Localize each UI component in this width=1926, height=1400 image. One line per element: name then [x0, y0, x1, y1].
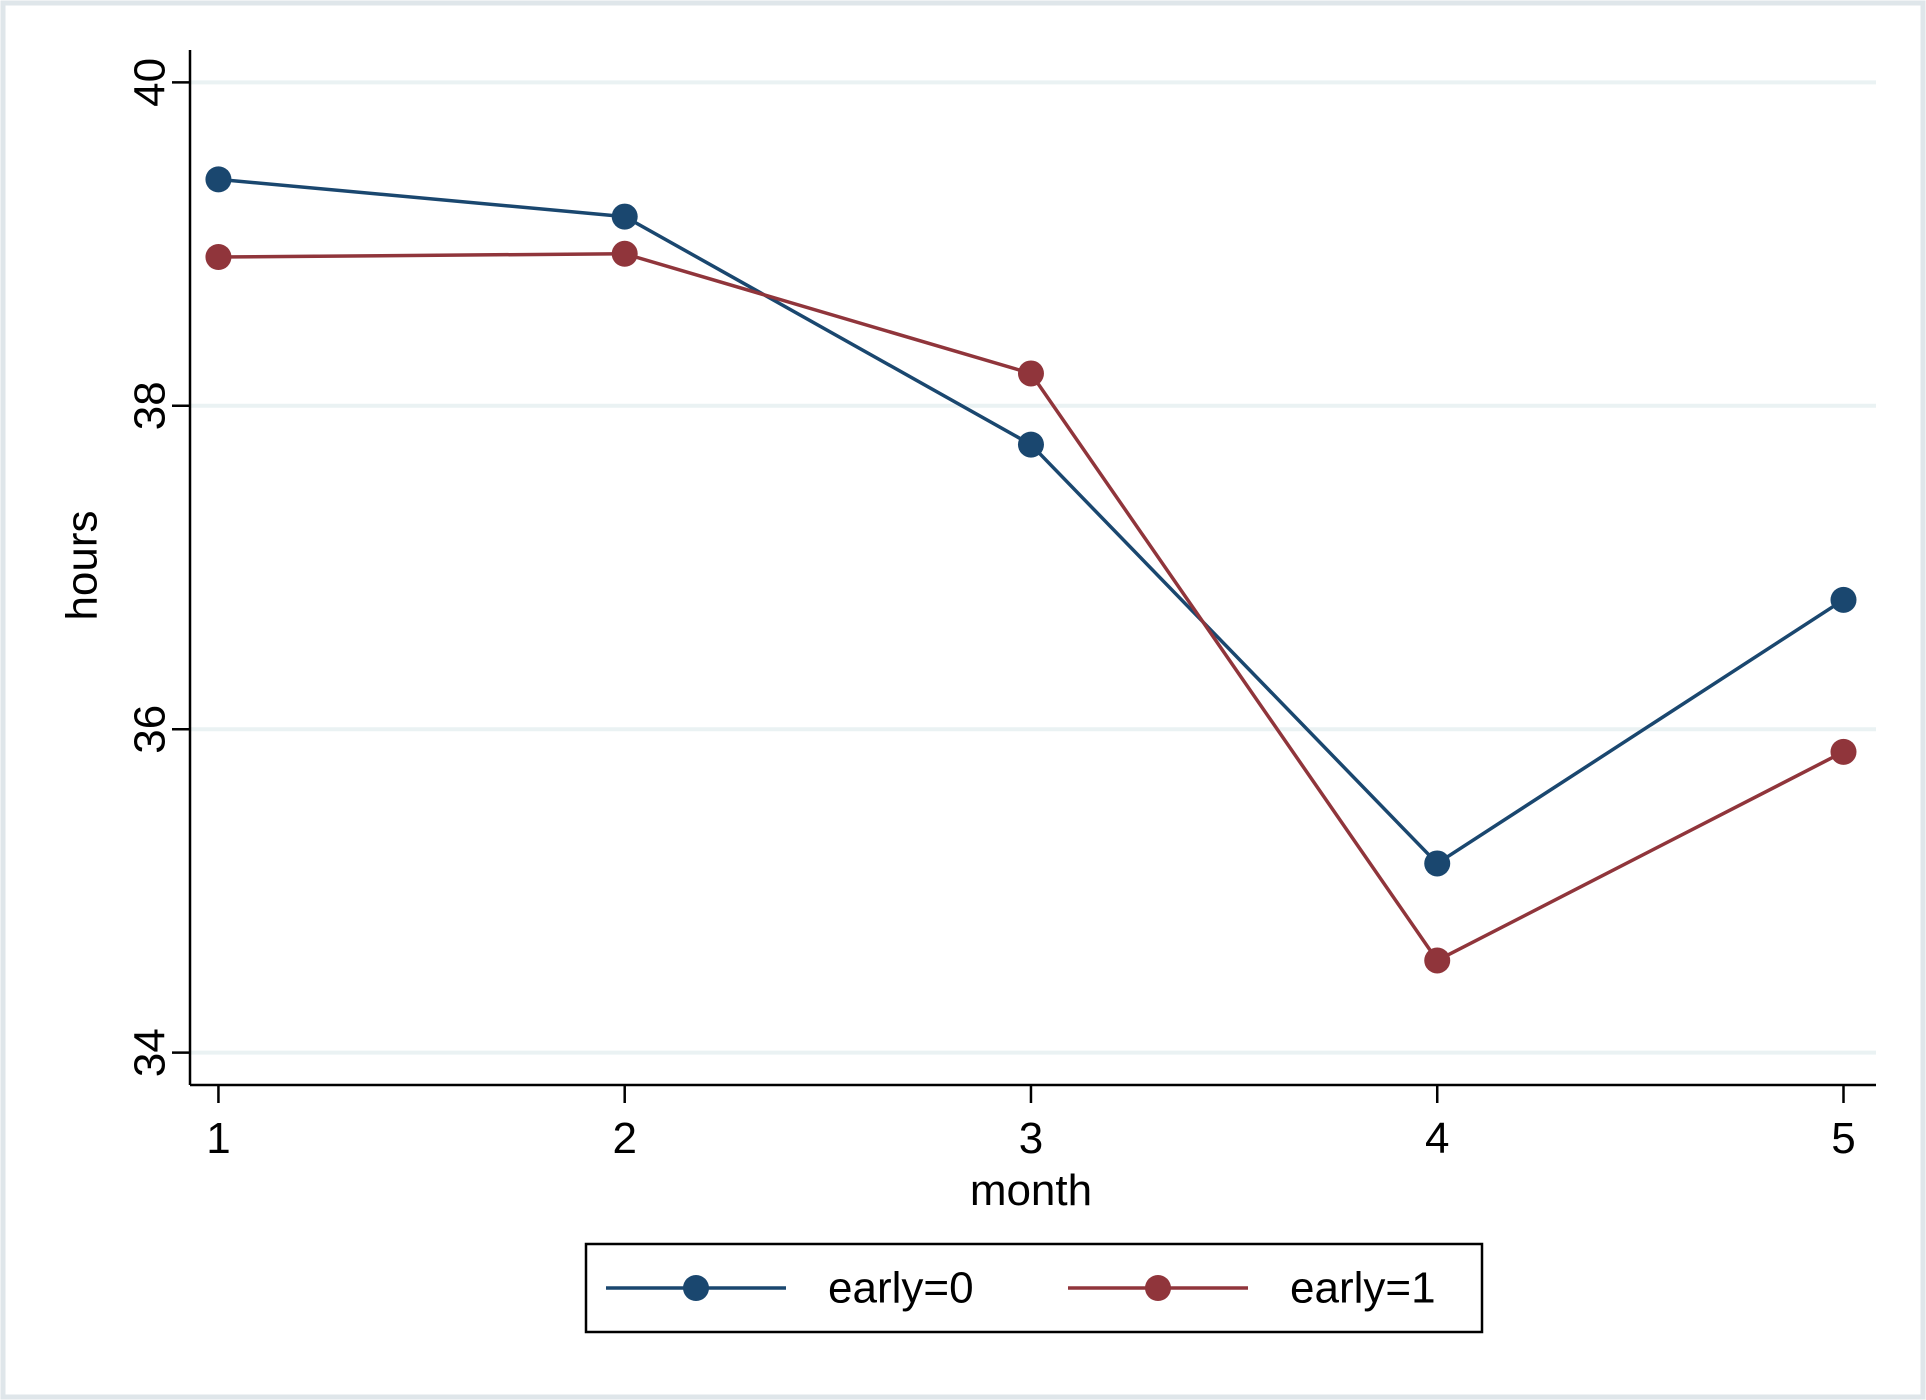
data-point: [1424, 947, 1451, 974]
data-point: [205, 244, 232, 270]
series-early=0: [205, 166, 1857, 877]
data-point: [611, 203, 638, 230]
x-tick-label: 2: [612, 1114, 636, 1163]
data-point: [1830, 738, 1857, 765]
series-layer: [205, 166, 1857, 974]
gridlines: [190, 80, 1876, 1055]
x-axis-ticks: 1 2 3 4 5: [206, 1085, 1856, 1163]
axes: [188, 50, 1876, 1087]
data-point: [1424, 850, 1451, 877]
legend-swatch-marker: [1145, 1275, 1171, 1301]
y-tick-label: 34: [126, 1028, 175, 1077]
data-point: [205, 166, 232, 193]
y-tick-label: 40: [126, 58, 175, 107]
legend-swatch-marker: [683, 1275, 709, 1301]
data-point: [1017, 431, 1044, 458]
y-axis-title: hours: [58, 510, 107, 620]
x-axis-title: month: [970, 1166, 1092, 1215]
legend-item-early=0: early=0: [606, 1264, 974, 1313]
y-tick-label: 36: [126, 705, 175, 754]
legend-item-early=1: early=1: [1068, 1264, 1436, 1313]
data-point: [611, 240, 638, 267]
y-axis-ticks: 34 36 38 40: [126, 58, 190, 1077]
legend: early=0 early=1: [584, 1242, 1484, 1334]
data-point: [1017, 360, 1044, 387]
series-early=1: [205, 240, 1857, 974]
x-tick-label: 5: [1831, 1114, 1855, 1163]
y-tick-label: 38: [126, 381, 175, 430]
x-tick-label: 1: [206, 1114, 230, 1163]
x-tick-label: 4: [1425, 1114, 1449, 1163]
legend-label: early=1: [1290, 1264, 1436, 1313]
x-tick-label: 3: [1019, 1114, 1043, 1163]
data-point: [1830, 586, 1857, 613]
legend-label: early=0: [828, 1264, 974, 1313]
